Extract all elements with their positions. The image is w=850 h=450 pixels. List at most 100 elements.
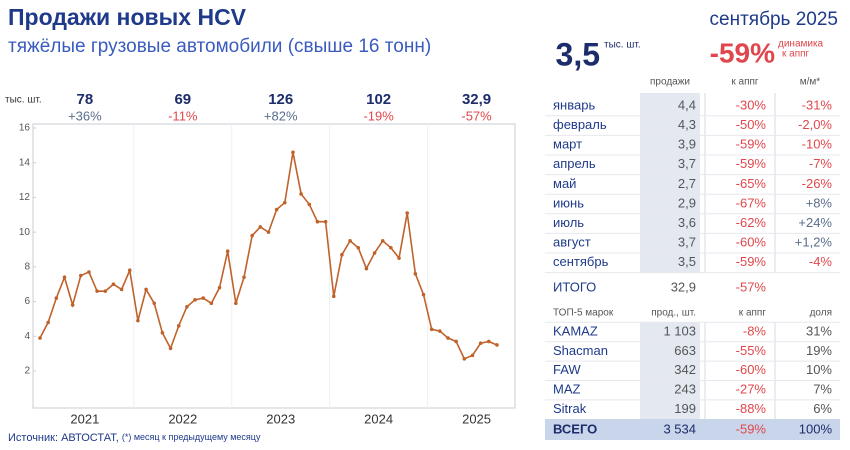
point xyxy=(79,273,83,278)
point xyxy=(168,346,173,351)
column-header: к аппг xyxy=(731,77,759,88)
point xyxy=(119,287,124,292)
column-header: продажи xyxy=(650,77,690,88)
point xyxy=(95,289,99,293)
brand-total: 3 534 xyxy=(663,421,696,436)
y-tick-label: 6 xyxy=(24,296,30,307)
point xyxy=(242,275,246,280)
point xyxy=(397,256,401,260)
brand-name: KAMAZ xyxy=(553,323,598,338)
point xyxy=(250,233,254,238)
month-name: март xyxy=(553,137,582,152)
month-mom: -2,0% xyxy=(798,117,832,132)
month-mom: -7% xyxy=(809,156,833,171)
month-sales: 4,3 xyxy=(678,117,696,132)
brand-total: 100% xyxy=(799,421,833,436)
month-sales: 3,7 xyxy=(678,235,696,250)
month-sales: 3,5 xyxy=(678,254,696,269)
point xyxy=(389,245,393,250)
brand-sales: 663 xyxy=(674,343,696,358)
brand-yoy: -60% xyxy=(736,362,767,377)
month-yoy: -67% xyxy=(736,195,767,210)
point xyxy=(438,329,442,333)
point xyxy=(495,343,499,347)
point xyxy=(185,304,189,309)
month-mom: -26% xyxy=(802,176,833,191)
point xyxy=(283,200,287,205)
column-header: к аппг xyxy=(739,308,767,319)
y-tick-label: 12 xyxy=(19,192,31,203)
month-name: август xyxy=(553,235,591,250)
column-header: доля xyxy=(810,308,832,319)
year-change: -11% xyxy=(168,108,198,123)
y-tick-label: 10 xyxy=(19,227,31,238)
month-sales: 3,7 xyxy=(678,156,696,171)
month-name: июль xyxy=(553,215,584,230)
month-sales: 4,4 xyxy=(678,97,696,112)
y-unit: тыс. шт. xyxy=(5,95,42,106)
brand-name: FAW xyxy=(553,362,581,377)
point xyxy=(209,301,214,306)
brand-share: 7% xyxy=(813,382,832,397)
total-label: ИТОГО xyxy=(553,279,596,294)
y-tick-label: 4 xyxy=(24,331,30,342)
value-column-bg xyxy=(640,93,700,273)
point xyxy=(127,268,132,273)
point xyxy=(46,320,50,325)
source: Источник: АВТОСТАТ, (*) месяц к предыдущ… xyxy=(8,432,261,444)
point xyxy=(62,275,67,280)
point xyxy=(201,296,205,300)
point xyxy=(258,225,263,229)
point xyxy=(307,202,312,207)
total-sales: 32,9 xyxy=(671,279,696,294)
month-yoy: -59% xyxy=(736,156,767,171)
point xyxy=(487,339,491,344)
month-yoy: -60% xyxy=(736,235,767,250)
brand-total: -59% xyxy=(736,421,767,436)
brand-total: ВСЕГО xyxy=(553,421,597,436)
point xyxy=(176,324,181,328)
period: сентябрь 2025 xyxy=(710,9,838,30)
subtitle: тяжёлые грузовые автомобили (свыше 16 то… xyxy=(8,36,431,57)
month-mom: +1,2% xyxy=(795,235,833,250)
point xyxy=(421,292,426,297)
brand-share: 19% xyxy=(806,343,832,358)
summary-change: -59% xyxy=(710,37,775,68)
year-change: +82% xyxy=(264,108,298,123)
brand-yoy: -55% xyxy=(736,343,767,358)
point xyxy=(348,239,352,243)
month-name: июнь xyxy=(553,195,584,210)
brand-name: Sitrak xyxy=(553,401,587,416)
month-mom: +8% xyxy=(806,195,833,210)
y-tick-label: 16 xyxy=(19,123,31,134)
value-column-bg xyxy=(640,322,700,419)
year-label: 2022 xyxy=(168,411,197,426)
column-header: м/м* xyxy=(800,77,821,88)
summary-unit: тыс. шт. xyxy=(604,40,641,51)
point xyxy=(470,353,475,358)
point xyxy=(380,239,385,243)
brand-sales: 1 103 xyxy=(663,323,696,338)
point xyxy=(38,336,42,340)
brand-sales: 342 xyxy=(674,362,696,377)
point xyxy=(315,219,320,224)
year-change: +36% xyxy=(68,108,102,123)
point xyxy=(70,303,75,307)
month-name: апрель xyxy=(553,156,596,171)
brand-yoy: -88% xyxy=(736,401,767,416)
point xyxy=(54,296,59,300)
year-label: 2024 xyxy=(364,411,393,426)
month-sales: 3,6 xyxy=(678,215,696,230)
month-name: май xyxy=(553,176,576,191)
point xyxy=(356,245,361,250)
brand-name: Shacman xyxy=(553,343,608,358)
point xyxy=(454,339,458,344)
point xyxy=(160,331,165,335)
brand-share: 31% xyxy=(806,323,832,338)
year-label: 2021 xyxy=(70,411,99,426)
point xyxy=(144,287,148,292)
point xyxy=(364,266,369,271)
brand-sales: 243 xyxy=(674,382,696,397)
brand-sales: 199 xyxy=(674,401,696,416)
